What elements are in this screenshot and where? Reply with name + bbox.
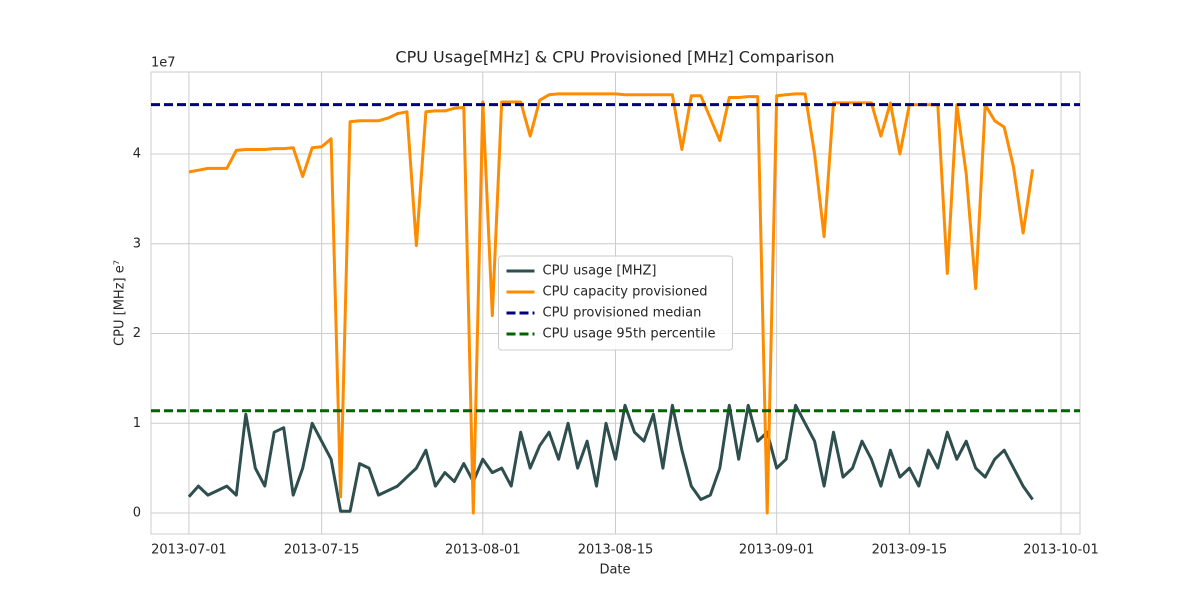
legend-box [498,255,733,351]
data-line [187,403,1034,513]
y-tick-label: 2 [133,326,141,341]
legend: CPU usage [MHZ] CPU capacity provisioned C… [498,255,733,351]
plot-frame [150,71,1081,535]
legend-label: CPU provisioned median [543,306,702,321]
x-axis-label: Date [599,563,630,578]
legend-label: CPU usage 95th percentile [543,327,716,342]
legend-label: CPU usage [MHZ] [543,264,657,279]
y-offset-label: 1e7 [151,56,176,71]
y-tick-label: 3 [133,236,141,251]
y-tick-label: 0 [133,506,141,521]
chart-title: CPU Usage[MHz] & CPU Provisioned [MHz] C… [395,48,834,67]
data-line [188,92,1035,515]
x-tick-label: 2013-07-01 [151,543,227,558]
x-tick-label: 2013-07-15 [284,543,360,558]
x-tick-label: 2013-09-01 [739,543,815,558]
x-tick-label: 2013-10-01 [1023,543,1099,558]
x-tick-label: 2013-08-01 [445,543,521,558]
legend-label: CPU capacity provisioned [543,285,708,300]
y-tick-label: 4 [133,147,141,162]
y-tick-label: 1 [133,416,141,431]
y-axis-label: CPU [MHz] e⁷ [113,260,128,346]
x-tick-label: 2013-08-15 [578,543,654,558]
x-tick-label: 2013-09-15 [872,543,948,558]
